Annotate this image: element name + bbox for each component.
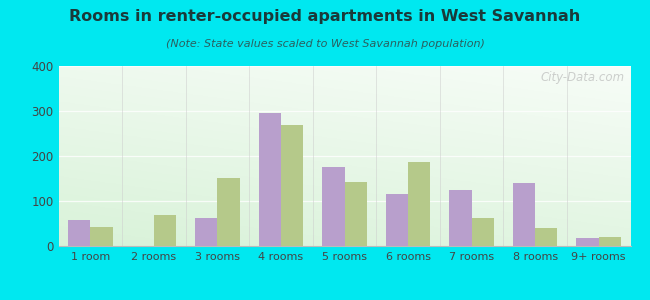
Bar — [386, 194, 408, 246]
Bar — [535, 228, 558, 246]
Bar — [408, 162, 430, 246]
Bar — [281, 125, 303, 246]
Bar — [449, 190, 472, 246]
Bar — [217, 178, 240, 246]
Bar — [472, 218, 494, 246]
Bar — [195, 218, 217, 246]
Bar — [322, 167, 344, 246]
Text: Rooms in renter-occupied apartments in West Savannah: Rooms in renter-occupied apartments in W… — [70, 9, 580, 24]
Bar — [259, 113, 281, 246]
Bar — [599, 237, 621, 246]
Text: (Note: State values scaled to West Savannah population): (Note: State values scaled to West Savan… — [166, 39, 484, 49]
Bar — [513, 183, 535, 246]
Text: City-Data.com: City-Data.com — [541, 71, 625, 84]
Bar — [154, 214, 176, 246]
Bar — [68, 220, 90, 246]
Bar — [344, 182, 367, 246]
Bar — [90, 227, 112, 246]
Bar — [577, 238, 599, 246]
